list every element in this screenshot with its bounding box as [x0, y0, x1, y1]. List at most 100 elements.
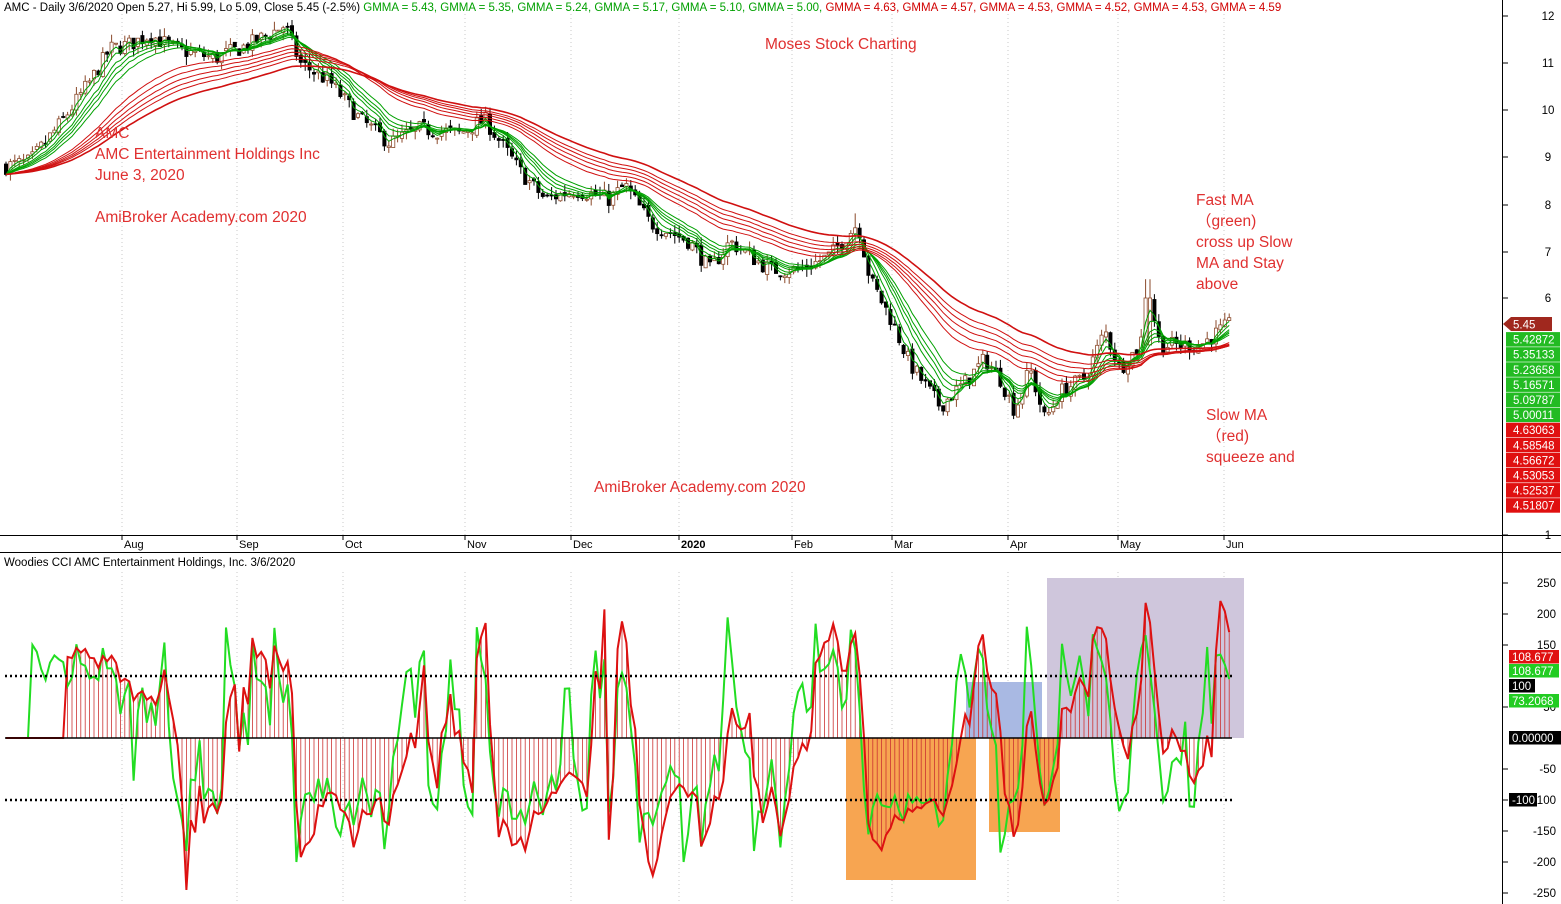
cci-tick-label: -250	[1533, 888, 1556, 900]
header-segment: GMMA = 5.35,	[440, 2, 517, 14]
price-tick-label: 1	[1545, 530, 1551, 542]
header-segment: GMMA = 5.10,	[671, 2, 748, 14]
svg-text:5.35133: 5.35133	[1513, 350, 1555, 362]
candle	[470, 132, 475, 141]
header-segment: GMMA = 4.53,	[980, 2, 1057, 14]
price-badge: 4.63063	[1506, 422, 1560, 438]
candle	[303, 53, 308, 71]
price-tick-label: 8	[1545, 200, 1551, 212]
candle	[945, 397, 950, 416]
candle	[1016, 399, 1021, 418]
annot-slow-ma-2: （red)	[1206, 428, 1249, 445]
svg-text:108.677: 108.677	[1512, 652, 1554, 664]
candle	[1104, 324, 1109, 344]
candle	[114, 42, 119, 46]
svg-text:4.52537: 4.52537	[1513, 486, 1555, 498]
candle	[615, 180, 620, 201]
candle	[83, 75, 88, 96]
cci-badge: 100	[1509, 679, 1535, 693]
cci-badge: 0.00000	[1509, 731, 1561, 745]
candle	[153, 37, 158, 54]
price-axis: 12 11 10 9 8 7 6 1	[1502, 11, 1554, 542]
header-segment: GMMA = 4.63,	[825, 2, 902, 14]
annot-fast-ma-3: cross up Slow	[1196, 234, 1293, 251]
candle	[1165, 343, 1170, 353]
price-badges: 5.45 5.42872 5.35133 5.23658 5.16571 5.09787 5…	[1503, 317, 1560, 513]
cci-series	[6, 600, 1231, 890]
cci-badge: -100	[1509, 793, 1537, 807]
candle	[355, 112, 360, 120]
annot-date: June 3, 2020	[95, 167, 185, 184]
month-label: 2020	[681, 539, 705, 551]
header-segment: GMMA = 5.43,	[363, 2, 440, 14]
svg-text:0.00000: 0.00000	[1512, 733, 1554, 745]
candle	[870, 273, 875, 282]
month-label: Apr	[1010, 539, 1027, 551]
annot-slow-ma-3: squeeze and	[1206, 449, 1295, 466]
gmma-slow-line	[5, 44, 1230, 383]
svg-text:108.677: 108.677	[1512, 666, 1554, 678]
svg-text:4.58548: 4.58548	[1513, 440, 1555, 452]
candle	[127, 34, 132, 51]
annot-fast-ma-5: above	[1196, 276, 1238, 293]
annot-academy-bottom: AmiBroker Academy.com 2020	[594, 479, 806, 496]
candle	[223, 40, 228, 57]
price-tick-label: 10	[1542, 105, 1555, 117]
candle	[435, 137, 440, 145]
candle	[888, 303, 893, 331]
svg-text:5.45: 5.45	[1513, 320, 1535, 332]
svg-text:100: 100	[1512, 681, 1531, 693]
price-tick-label: 9	[1545, 152, 1551, 164]
header-segment: GMMA = 4.53,	[1134, 2, 1211, 14]
candle	[325, 67, 330, 87]
price-badge: 5.09787	[1506, 392, 1560, 407]
header-segment: AMC - Daily 3/6/2020 Open 5.27, Hi 5.99,…	[4, 2, 363, 14]
header-segment: GMMA = 4.57,	[902, 2, 979, 14]
candle	[901, 343, 906, 358]
cci-tick-label: 150	[1537, 640, 1556, 652]
cci-badge: 108.677	[1509, 664, 1559, 678]
candle	[1112, 342, 1117, 367]
month-labels: Aug Sep Oct Nov Dec 2020 Feb Mar Apr May Jun	[121, 535, 1244, 551]
svg-text:5.00011: 5.00011	[1513, 410, 1554, 422]
cci-tick-label: -150	[1533, 826, 1556, 838]
month-label: Jun	[1226, 539, 1244, 551]
candle	[1002, 387, 1007, 401]
cci-tick-label: 200	[1537, 609, 1556, 621]
annotations: Moses Stock Charting AMC AMC Entertainme…	[95, 36, 1295, 496]
candle	[369, 121, 374, 131]
candle	[914, 364, 919, 376]
cci-line	[6, 600, 1231, 890]
candle	[496, 136, 501, 148]
month-label: Sep	[239, 539, 259, 551]
svg-text:4.56672: 4.56672	[1513, 455, 1555, 467]
candle	[906, 346, 911, 361]
cci-tick-label: -50	[1539, 764, 1556, 776]
month-label: Nov	[467, 539, 487, 551]
svg-text:4.51807: 4.51807	[1513, 501, 1555, 513]
candle	[650, 214, 655, 233]
candle	[527, 175, 532, 190]
cci-tick-label: 250	[1537, 578, 1556, 590]
annot-slow-ma-1: Slow MA	[1206, 407, 1268, 424]
candle	[184, 39, 189, 65]
month-label: Dec	[573, 539, 593, 551]
candle	[39, 140, 44, 150]
candle	[1046, 407, 1051, 417]
candle	[1042, 404, 1047, 417]
svg-text:73.2068: 73.2068	[1512, 696, 1554, 708]
candle	[1029, 363, 1034, 379]
month-label: Mar	[894, 539, 913, 551]
candle	[61, 112, 66, 119]
price-badge: 4.53053	[1506, 468, 1560, 483]
candle	[866, 254, 871, 284]
svg-text:4.63063: 4.63063	[1513, 425, 1555, 437]
svg-text:5.42872: 5.42872	[1513, 335, 1555, 347]
candle	[320, 65, 325, 83]
candle	[386, 140, 391, 153]
candle	[1033, 367, 1038, 397]
candle	[787, 267, 792, 284]
month-label: May	[1120, 539, 1141, 551]
